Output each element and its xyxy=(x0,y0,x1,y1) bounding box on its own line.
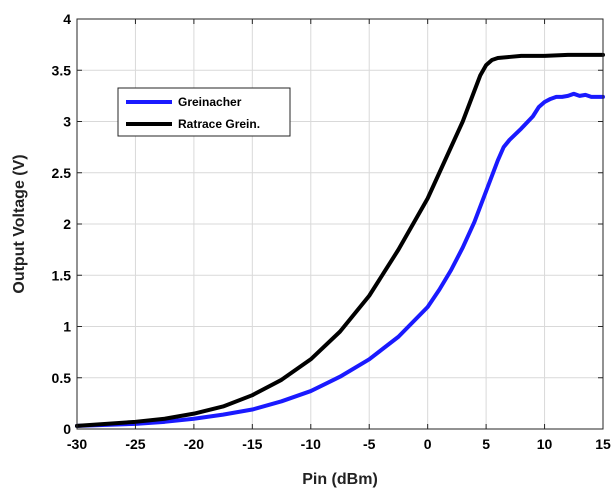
y-tick-label: 3.5 xyxy=(52,62,72,78)
x-tick-label: -15 xyxy=(242,436,262,452)
y-tick-label: 3 xyxy=(63,114,71,130)
legend-label-greinacher: Greinacher xyxy=(178,95,242,109)
x-tick-label: -30 xyxy=(67,436,87,452)
y-tick-label: 2 xyxy=(63,216,71,232)
axes: -30 -25 -20 -15 -10 -5 0 5 10 15 0 0.5 1 1.5 2 2.5 3 3.5 4 xyxy=(52,11,611,452)
y-axis-title: Output Voltage (V) xyxy=(11,154,28,293)
legend: Greinacher Ratrace Grein. xyxy=(117,87,291,137)
series-line-greinacher xyxy=(75,91,605,428)
y-tick-label: 4 xyxy=(63,11,71,27)
x-tick-label: 5 xyxy=(482,436,490,452)
x-tick-label: -5 xyxy=(363,436,376,452)
legend-box xyxy=(117,87,291,137)
y-tick-label: 2.5 xyxy=(52,165,72,181)
series-lines xyxy=(75,52,605,428)
grid-lines xyxy=(77,19,603,429)
x-tick-label: -25 xyxy=(125,436,145,452)
x-tick-label: -20 xyxy=(184,436,204,452)
x-tick-label: 10 xyxy=(537,436,553,452)
x-tick-label: 15 xyxy=(595,436,611,452)
series-line-ratrace-grein xyxy=(75,52,605,428)
y-tick-label: 1 xyxy=(63,319,71,335)
x-tick-label: 0 xyxy=(424,436,432,452)
y-tick-label: 1.5 xyxy=(52,267,72,283)
x-tick-label: -10 xyxy=(301,436,321,452)
y-tick-label: 0 xyxy=(63,421,71,437)
y-tick-label: 0.5 xyxy=(52,370,72,386)
legend-label-ratrace-grein: Ratrace Grein. xyxy=(178,117,260,131)
x-axis-title: Pin (dBm) xyxy=(302,471,378,488)
